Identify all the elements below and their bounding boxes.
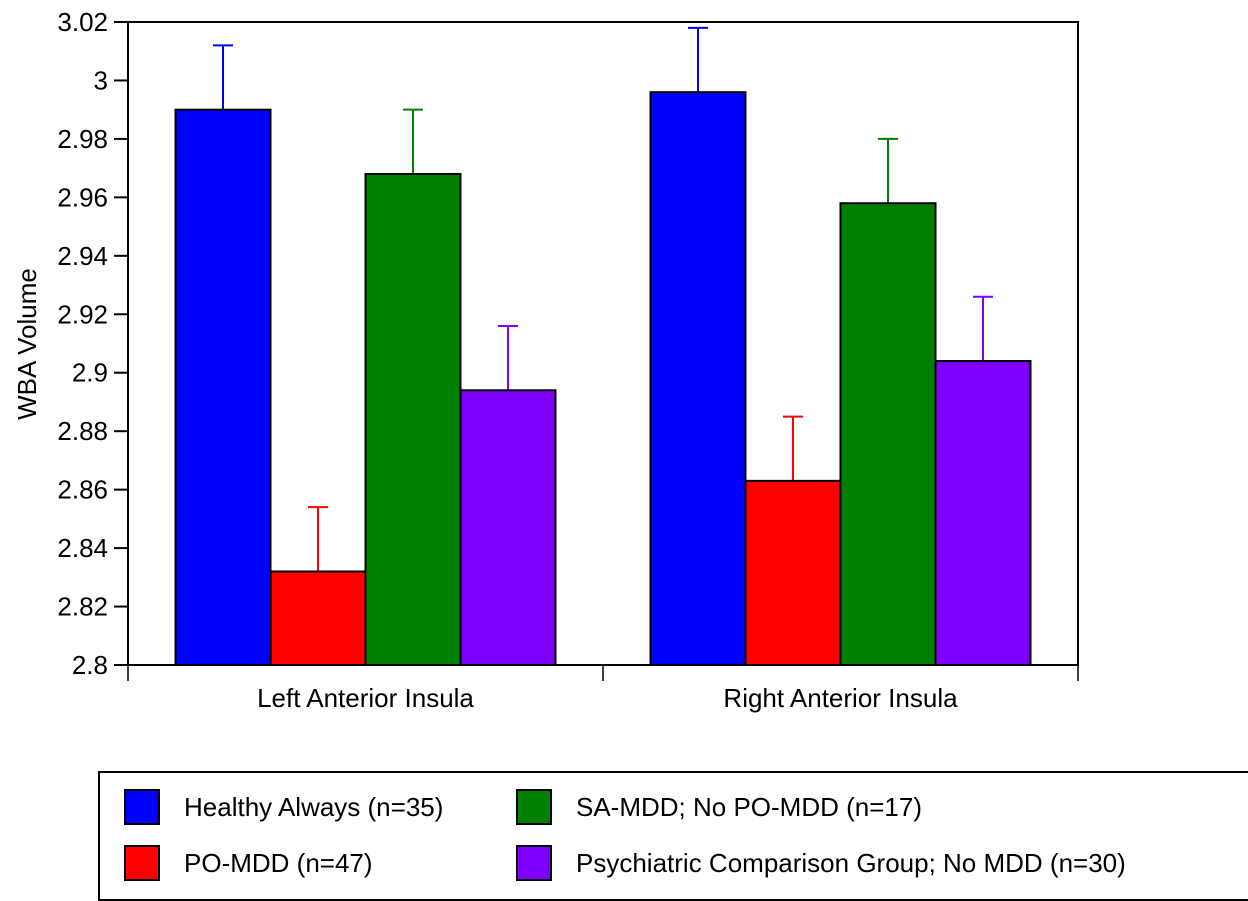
y-tick-label: 2.9 <box>72 358 108 388</box>
legend-item-healthy-always: Healthy Always (n=35) <box>124 789 443 825</box>
bar <box>839 202 937 667</box>
chart-marks <box>174 26 1032 667</box>
y-tick-label: 3 <box>94 65 108 95</box>
legend-label: SA-MDD; No PO-MDD (n=17) <box>576 791 922 822</box>
y-tick-label: 2.92 <box>57 299 108 329</box>
legend-swatch-blue <box>124 789 160 825</box>
y-tick-label: 2.82 <box>57 592 108 622</box>
legend: Healthy Always (n=35) PO-MDD (n=47) SA-M… <box>98 771 1248 901</box>
legend-swatch-purple <box>516 845 552 881</box>
legend-label: Healthy Always (n=35) <box>184 791 444 822</box>
y-axis-label: WBA Volume <box>12 268 42 420</box>
bar <box>269 570 367 666</box>
bar <box>934 360 1032 666</box>
y-axis: 2.8 2.82 2.84 2.86 2.88 2.9 2.92 2.94 2.96 2.98 3 3… <box>57 7 128 680</box>
y-tick-label: 2.98 <box>57 124 108 154</box>
bar <box>174 108 272 666</box>
y-tick-label: 2.96 <box>57 182 108 212</box>
legend-item-po-mdd: PO-MDD (n=47) <box>124 845 373 881</box>
y-tick-label: 2.84 <box>57 533 108 563</box>
bar <box>649 91 747 667</box>
y-tick-label: 2.94 <box>57 241 108 271</box>
x-tick-label: Left Anterior Insula <box>257 683 474 713</box>
y-tick-label: 2.8 <box>72 650 108 680</box>
legend-label: PO-MDD (n=47) <box>184 847 373 878</box>
y-tick-label: 2.86 <box>57 475 108 505</box>
legend-swatch-green <box>516 789 552 825</box>
legend-item-sa-mdd: SA-MDD; No PO-MDD (n=17) <box>516 789 922 825</box>
x-axis: Left Anterior Insula Right Anterior Insul… <box>127 665 1079 713</box>
bar-chart: 2.8 2.82 2.84 2.86 2.88 2.9 2.92 2.94 2.96 2.98 3 3… <box>12 7 1079 713</box>
legend-item-psychiatric-comparison: Psychiatric Comparison Group; No MDD (n=… <box>516 845 1126 881</box>
y-tick-label: 3.02 <box>57 7 108 37</box>
legend-label: Psychiatric Comparison Group; No MDD (n=… <box>576 847 1126 878</box>
bar <box>744 479 842 667</box>
x-tick-label: Right Anterior Insula <box>723 683 958 713</box>
bar <box>459 389 557 666</box>
legend-swatch-red <box>124 845 160 881</box>
bar <box>364 172 462 666</box>
y-tick-label: 2.88 <box>57 416 108 446</box>
